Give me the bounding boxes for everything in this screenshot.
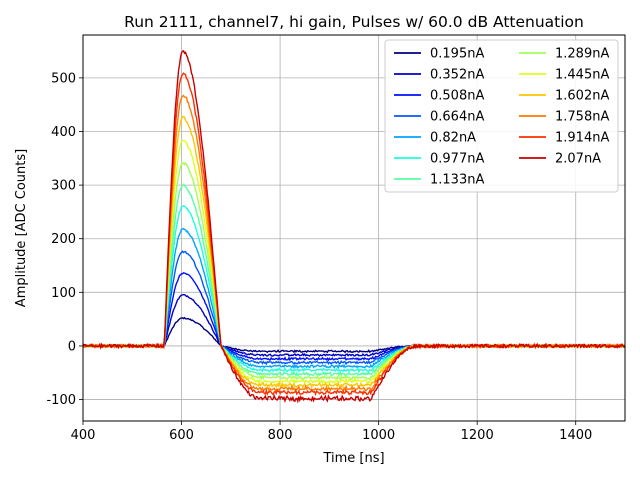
legend-box — [384, 39, 619, 193]
series-lines — [83, 50, 625, 404]
y-tick-label: 500 — [51, 71, 76, 86]
x-tick-label: 600 — [169, 428, 194, 443]
legend-label: 0.664nA — [430, 110, 484, 125]
legend-label: 1.914nA — [555, 131, 609, 146]
y-axis-label: Amplitude [ADC Counts] — [14, 149, 29, 307]
axes-frame — [82, 34, 626, 422]
x-tick-label: 800 — [268, 428, 293, 443]
legend-label: 1.289nA — [555, 47, 609, 62]
x-tick-label: 1400 — [559, 428, 592, 443]
y-tick-label: 400 — [51, 125, 76, 140]
legend: 0.195nA 0.352nA 0.508nA 0.664nA 0.82nA 0.977n… — [384, 39, 619, 193]
y-tick-label: 0 — [68, 339, 76, 354]
y-tick-label: 200 — [51, 232, 76, 247]
legend-label: 1.602nA — [555, 89, 609, 104]
axis-ticks: 400 600 800 1000 1200 1400 -100 0 100 200 300 400 50… — [46, 71, 592, 443]
legend-label: 0.195nA — [430, 47, 484, 62]
y-tick-label: 100 — [51, 286, 76, 301]
y-tick-label: 300 — [51, 179, 76, 194]
legend-label: 2.07nA — [555, 152, 601, 167]
legend-label: 1.133nA — [430, 173, 484, 188]
x-axis-label: Time [ns] — [322, 451, 384, 466]
legend-label: 0.508nA — [430, 89, 484, 104]
x-tick-label: 400 — [71, 428, 96, 443]
legend-label: 1.758nA — [555, 110, 609, 125]
legend-label: 0.82nA — [430, 131, 476, 146]
legend-label: 0.352nA — [430, 68, 484, 83]
legend-label: 1.445nA — [555, 68, 609, 83]
series-line-2.07nA — [83, 50, 625, 404]
legend-label: 0.977nA — [430, 152, 484, 167]
chart-title: Run 2111, channel7, hi gain, Pulses w/ 6… — [124, 13, 584, 31]
y-tick-label: -100 — [46, 393, 76, 408]
x-tick-label: 1000 — [362, 428, 395, 443]
x-tick-label: 1200 — [461, 428, 494, 443]
